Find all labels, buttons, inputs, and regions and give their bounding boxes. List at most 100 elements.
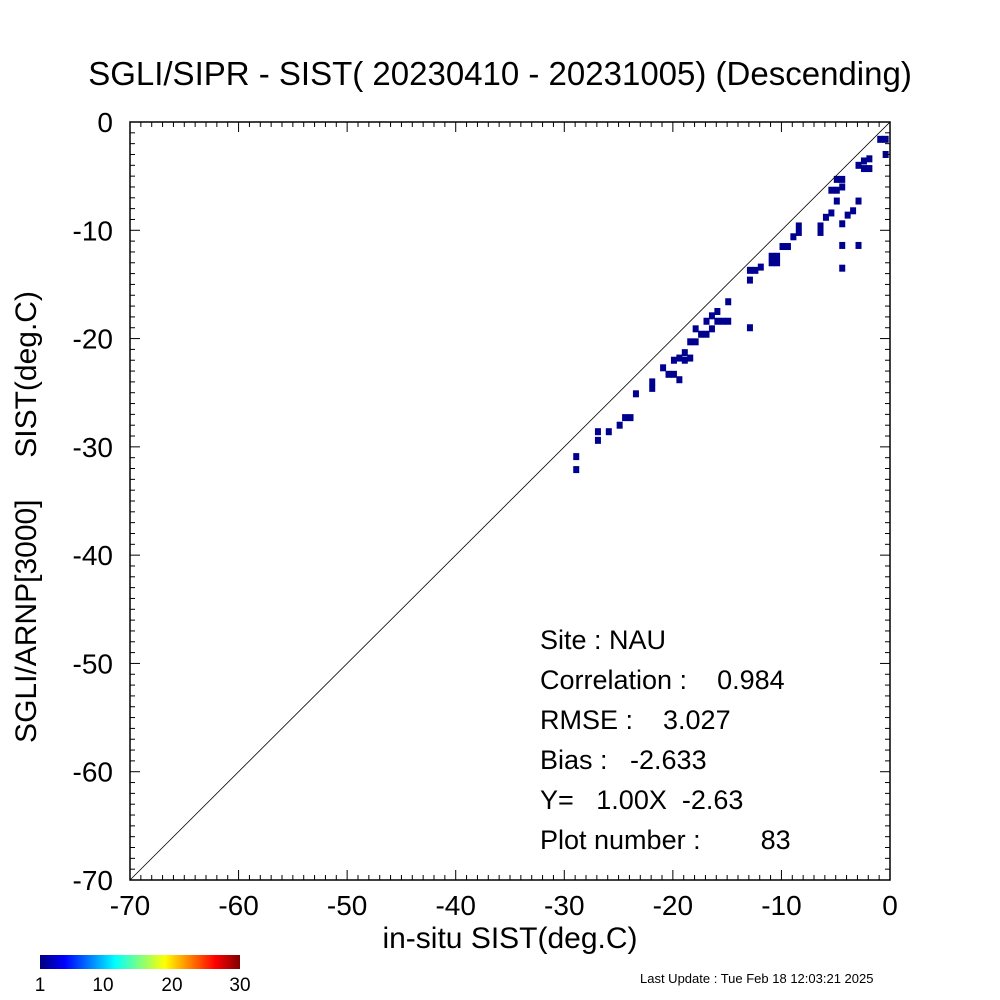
- density-cell: [828, 186, 835, 194]
- density-cell: [573, 453, 580, 461]
- y-tick-label: 0: [97, 107, 113, 138]
- density-cell: [616, 421, 623, 429]
- density-cell: [833, 186, 840, 194]
- last-update-text: Last Update : Tue Feb 18 12:03:21 2025: [640, 971, 874, 986]
- y-tick-label: -70: [73, 865, 113, 896]
- density-cell: [719, 317, 726, 325]
- stat-site: Site : NAU: [540, 625, 667, 655]
- density-cell: [660, 364, 667, 372]
- stat-fit: Y= 1.00X -2.63: [540, 785, 744, 815]
- density-cell: [622, 414, 629, 422]
- x-tick-label: -60: [218, 890, 258, 921]
- density-cell: [746, 276, 753, 284]
- density-cell: [681, 349, 688, 357]
- x-tick-label: -30: [544, 890, 584, 921]
- x-tick-labels: -70 -60 -50 -40 -30 -20 -10 0: [110, 890, 898, 921]
- x-tick-label: -40: [435, 890, 475, 921]
- density-cell: [665, 370, 672, 378]
- stat-bias: Bias : -2.633: [540, 745, 707, 775]
- density-cell: [708, 312, 715, 320]
- y-tick-label: -30: [73, 432, 113, 463]
- density-cell: [649, 378, 656, 386]
- density-cell: [670, 370, 677, 378]
- x-tick-label: -50: [327, 890, 367, 921]
- density-cell: [605, 428, 612, 436]
- density-cell: [692, 325, 699, 333]
- density-cell: [768, 259, 775, 267]
- density-cell: [795, 228, 802, 236]
- density-cell: [746, 266, 753, 274]
- density-cell: [774, 259, 781, 267]
- density-cell: [627, 414, 634, 422]
- y-tick-label: -10: [73, 215, 113, 246]
- density-cell: [703, 330, 710, 338]
- x-tick-label: -20: [653, 890, 693, 921]
- x-axis-label: in-situ SIST(deg.C): [382, 922, 638, 955]
- x-tick-label: 0: [882, 890, 898, 921]
- colorbar-tick: 20: [161, 975, 183, 996]
- x-tick-label: -10: [761, 890, 801, 921]
- density-cell: [839, 220, 846, 228]
- density-cell: [725, 317, 732, 325]
- density-cell: [725, 298, 732, 306]
- density-cell: [828, 209, 835, 217]
- density-cell: [855, 161, 862, 169]
- density-cell: [594, 436, 601, 444]
- density-cell: [649, 384, 656, 392]
- density-cell: [687, 354, 694, 362]
- density-cell: [839, 183, 846, 191]
- density-cell: [784, 243, 791, 251]
- statistics-box: Site : NAU Correlation : 0.984 RMSE : 3.…: [540, 620, 791, 860]
- axis-ticks: [129, 121, 891, 881]
- density-cell: [790, 233, 797, 241]
- density-cell: [860, 157, 867, 165]
- density-cell: [670, 356, 677, 364]
- density-cell: [676, 354, 683, 362]
- density-cell: [698, 330, 705, 338]
- colorbar-tick: 10: [92, 975, 114, 996]
- colorbar-tick: 1: [34, 975, 46, 996]
- colorbar: [40, 955, 240, 969]
- density-cell: [866, 165, 873, 173]
- stat-correlation: Correlation : 0.984: [540, 665, 785, 695]
- one-to-one-line: [129, 121, 891, 881]
- colorbar-tick: 30: [229, 975, 251, 996]
- density-cell: [768, 252, 775, 260]
- density-cell: [850, 207, 857, 215]
- density-cell: [632, 390, 639, 398]
- y-tick-label: -60: [73, 757, 113, 788]
- density-cell: [833, 175, 840, 183]
- density-cell: [752, 266, 759, 274]
- density-cell: [844, 211, 851, 219]
- density-cell: [860, 165, 867, 173]
- density-cell: [687, 338, 694, 346]
- density-cell: [779, 243, 786, 251]
- density-cell: [703, 317, 710, 325]
- density-cells: [573, 135, 889, 474]
- y-axis-label: SGLI/ARNP[3000] SIST(deg.C): [10, 257, 44, 777]
- stat-rmse: RMSE : 3.027: [540, 705, 731, 735]
- y-tick-labels: -70 -60 -50 -40 -30 -20 -10 0: [73, 107, 113, 896]
- density-cell: [817, 228, 824, 236]
- density-cell: [573, 466, 580, 474]
- density-cell: [866, 155, 873, 163]
- stat-plot-number: Plot number : 83: [540, 825, 791, 855]
- density-cell: [676, 376, 683, 384]
- y-tick-label: -50: [73, 648, 113, 679]
- density-cell: [839, 241, 846, 249]
- density-cell: [855, 197, 862, 205]
- density-cell: [877, 135, 884, 143]
- x-tick-label: -70: [110, 890, 150, 921]
- density-cell: [757, 263, 764, 271]
- y-tick-label: -40: [73, 540, 113, 571]
- density-cell: [855, 241, 862, 249]
- y-axis-label-product: SGLI/ARNP[3000]: [10, 499, 43, 743]
- density-cell: [746, 324, 753, 332]
- density-cell: [822, 213, 829, 221]
- density-cell: [839, 264, 846, 272]
- chart-title: SGLI/SIPR - SIST( 20230410 - 20231005) (…: [88, 55, 912, 92]
- density-cell: [692, 338, 699, 346]
- density-cell: [594, 428, 601, 436]
- density-cell: [882, 135, 889, 143]
